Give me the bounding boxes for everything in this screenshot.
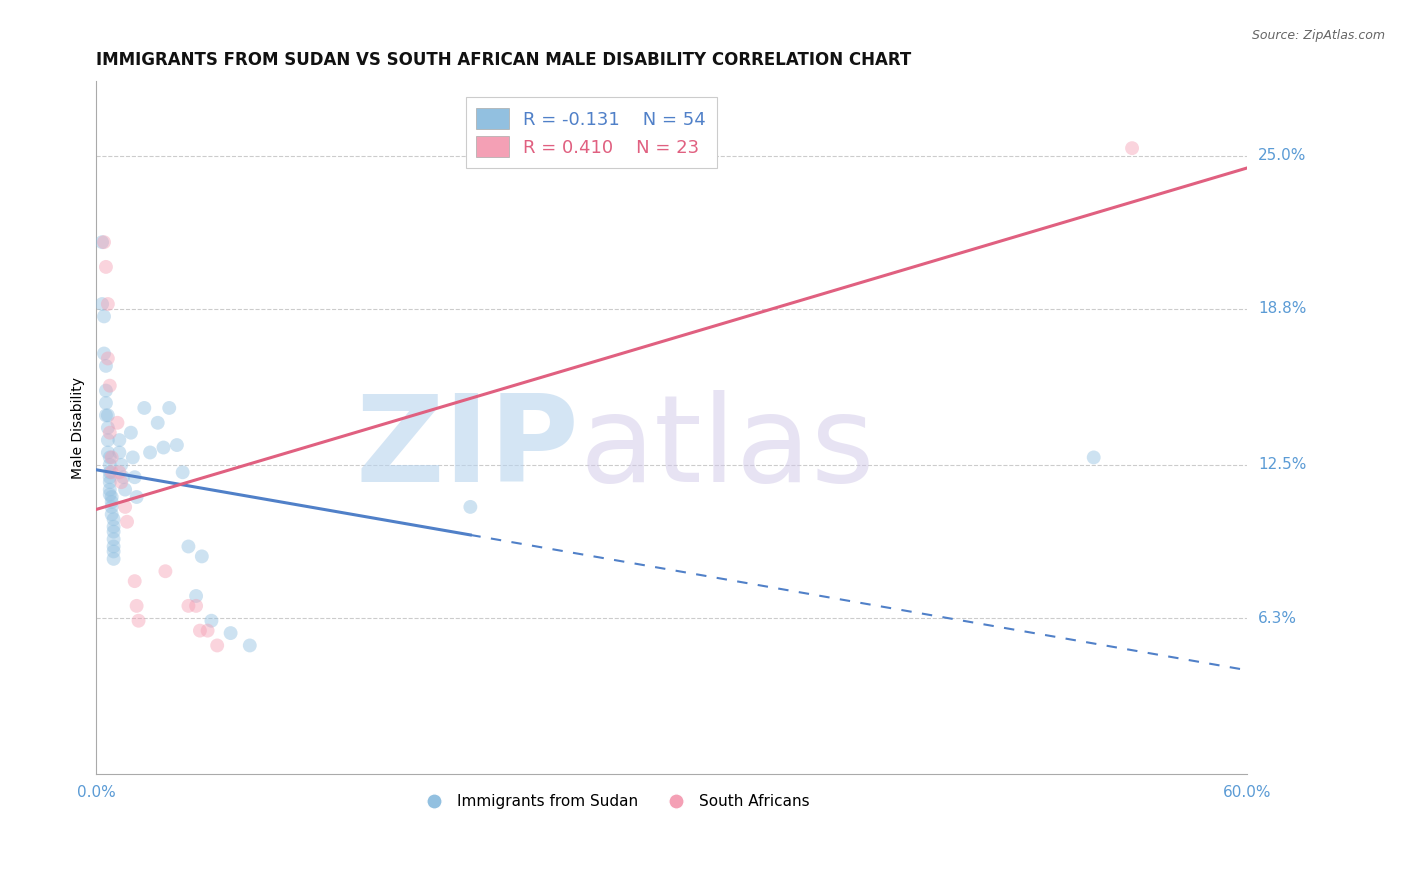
Point: [172, 465, 194, 479]
Point: [98, 458, 121, 472]
Point: [103, 519, 125, 533]
Point: [112, 470, 135, 484]
Point: [110, 458, 132, 472]
Point: [91, 297, 114, 311]
Point: [128, 614, 150, 628]
Point: [108, 465, 131, 479]
Point: [100, 500, 122, 514]
Point: [97, 445, 120, 459]
Point: [98, 465, 121, 479]
Point: [115, 515, 138, 529]
Point: [97, 409, 120, 423]
Point: [91, 235, 114, 249]
Point: [121, 450, 143, 465]
Point: [108, 433, 131, 447]
Point: [103, 544, 125, 558]
Point: [98, 475, 121, 490]
Text: ZIP: ZIP: [356, 390, 579, 507]
Point: [146, 416, 169, 430]
Point: [97, 297, 120, 311]
Point: [124, 574, 146, 588]
Point: [197, 624, 219, 638]
Point: [97, 421, 120, 435]
Point: [177, 599, 200, 613]
Point: [103, 532, 125, 546]
Point: [114, 500, 136, 514]
Point: [97, 351, 120, 366]
Point: [239, 639, 262, 653]
Point: [100, 508, 122, 522]
Point: [125, 490, 148, 504]
Point: [200, 614, 222, 628]
Point: [97, 433, 120, 447]
Point: [157, 401, 180, 415]
Text: IMMIGRANTS FROM SUDAN VS SOUTH AFRICAN MALE DISABILITY CORRELATION CHART: IMMIGRANTS FROM SUDAN VS SOUTH AFRICAN M…: [97, 51, 911, 69]
Y-axis label: Male Disability: Male Disability: [72, 376, 86, 479]
Point: [460, 500, 482, 514]
Point: [100, 450, 122, 465]
Text: Source: ZipAtlas.com: Source: ZipAtlas.com: [1251, 29, 1385, 42]
Point: [134, 401, 156, 415]
Text: 6.3%: 6.3%: [1258, 611, 1298, 626]
Point: [98, 425, 121, 440]
Text: 25.0%: 25.0%: [1258, 148, 1306, 163]
Point: [94, 384, 117, 398]
Point: [114, 483, 136, 497]
Point: [94, 396, 117, 410]
Point: [100, 465, 122, 479]
Point: [152, 441, 174, 455]
Point: [219, 626, 242, 640]
Point: [184, 589, 207, 603]
Point: [1121, 141, 1143, 155]
Text: atlas: atlas: [579, 390, 876, 507]
Text: 18.8%: 18.8%: [1258, 301, 1306, 317]
Point: [188, 624, 211, 638]
Point: [108, 445, 131, 459]
Point: [205, 639, 228, 653]
Point: [93, 310, 115, 324]
Point: [103, 524, 125, 539]
Point: [100, 495, 122, 509]
Point: [98, 470, 121, 484]
Point: [124, 470, 146, 484]
Point: [120, 425, 142, 440]
Text: 12.5%: 12.5%: [1258, 458, 1306, 473]
Point: [1083, 450, 1105, 465]
Point: [103, 552, 125, 566]
Point: [94, 409, 117, 423]
Point: [184, 599, 207, 613]
Point: [110, 475, 132, 490]
Point: [155, 564, 177, 578]
Point: [94, 260, 117, 274]
Point: [103, 540, 125, 554]
Point: [177, 540, 200, 554]
Point: [107, 416, 129, 430]
Point: [98, 487, 121, 501]
Point: [93, 346, 115, 360]
Point: [98, 483, 121, 497]
Point: [166, 438, 188, 452]
Point: [94, 359, 117, 373]
Legend: Immigrants from Sudan, South Africans: Immigrants from Sudan, South Africans: [412, 788, 815, 815]
Point: [191, 549, 214, 564]
Point: [98, 378, 121, 392]
Point: [100, 490, 122, 504]
Point: [103, 512, 125, 526]
Point: [125, 599, 148, 613]
Point: [93, 235, 115, 249]
Point: [98, 450, 121, 465]
Point: [139, 445, 162, 459]
